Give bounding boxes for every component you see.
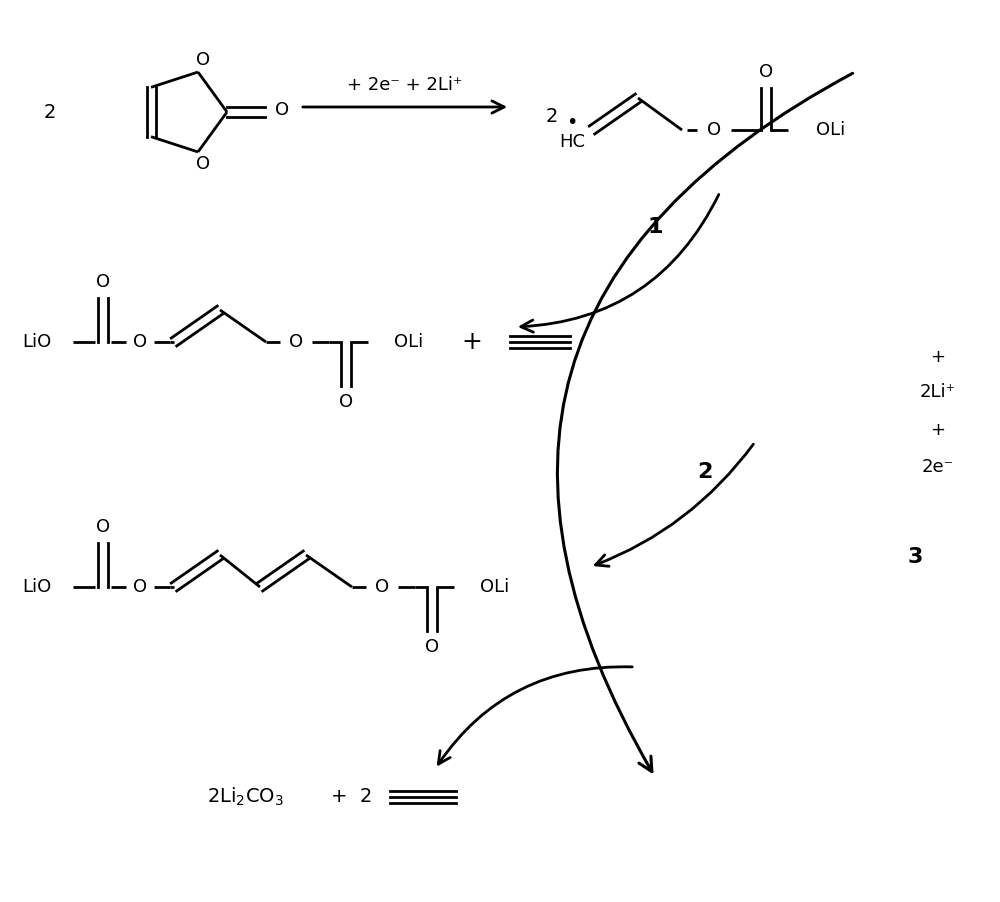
Text: +: + [462,330,482,354]
Text: +  2: + 2 [331,787,373,806]
Text: 1: 1 [647,217,663,237]
Text: OLi: OLi [394,333,423,351]
Text: O: O [275,101,289,119]
FancyArrowPatch shape [557,73,853,771]
Text: O: O [707,121,721,139]
Text: O: O [96,273,110,291]
Text: LiO: LiO [22,333,51,351]
Text: 2e⁻: 2e⁻ [922,458,954,476]
Text: O: O [133,578,147,596]
Text: O: O [196,155,210,173]
Text: O: O [339,393,353,411]
Text: +: + [931,421,946,439]
Text: OLi: OLi [816,121,845,139]
Text: O: O [196,51,210,69]
Text: O: O [133,333,147,351]
Text: 2Li⁺: 2Li⁺ [920,383,956,401]
Text: O: O [289,333,303,351]
Text: 2: 2 [546,107,558,126]
Text: HC: HC [559,133,585,151]
Text: 3: 3 [907,547,923,567]
Text: 2Li$_2$CO$_3$: 2Li$_2$CO$_3$ [207,786,283,808]
Text: O: O [375,578,389,596]
Text: O: O [759,63,773,81]
Text: 2: 2 [697,462,713,482]
Text: 2: 2 [44,103,56,122]
Text: •: • [566,113,578,132]
Text: O: O [425,638,439,656]
Text: +: + [931,348,946,366]
Text: OLi: OLi [480,578,509,596]
Text: + 2e⁻ + 2Li⁺: + 2e⁻ + 2Li⁺ [347,76,463,94]
Text: LiO: LiO [22,578,51,596]
Text: O: O [96,518,110,536]
